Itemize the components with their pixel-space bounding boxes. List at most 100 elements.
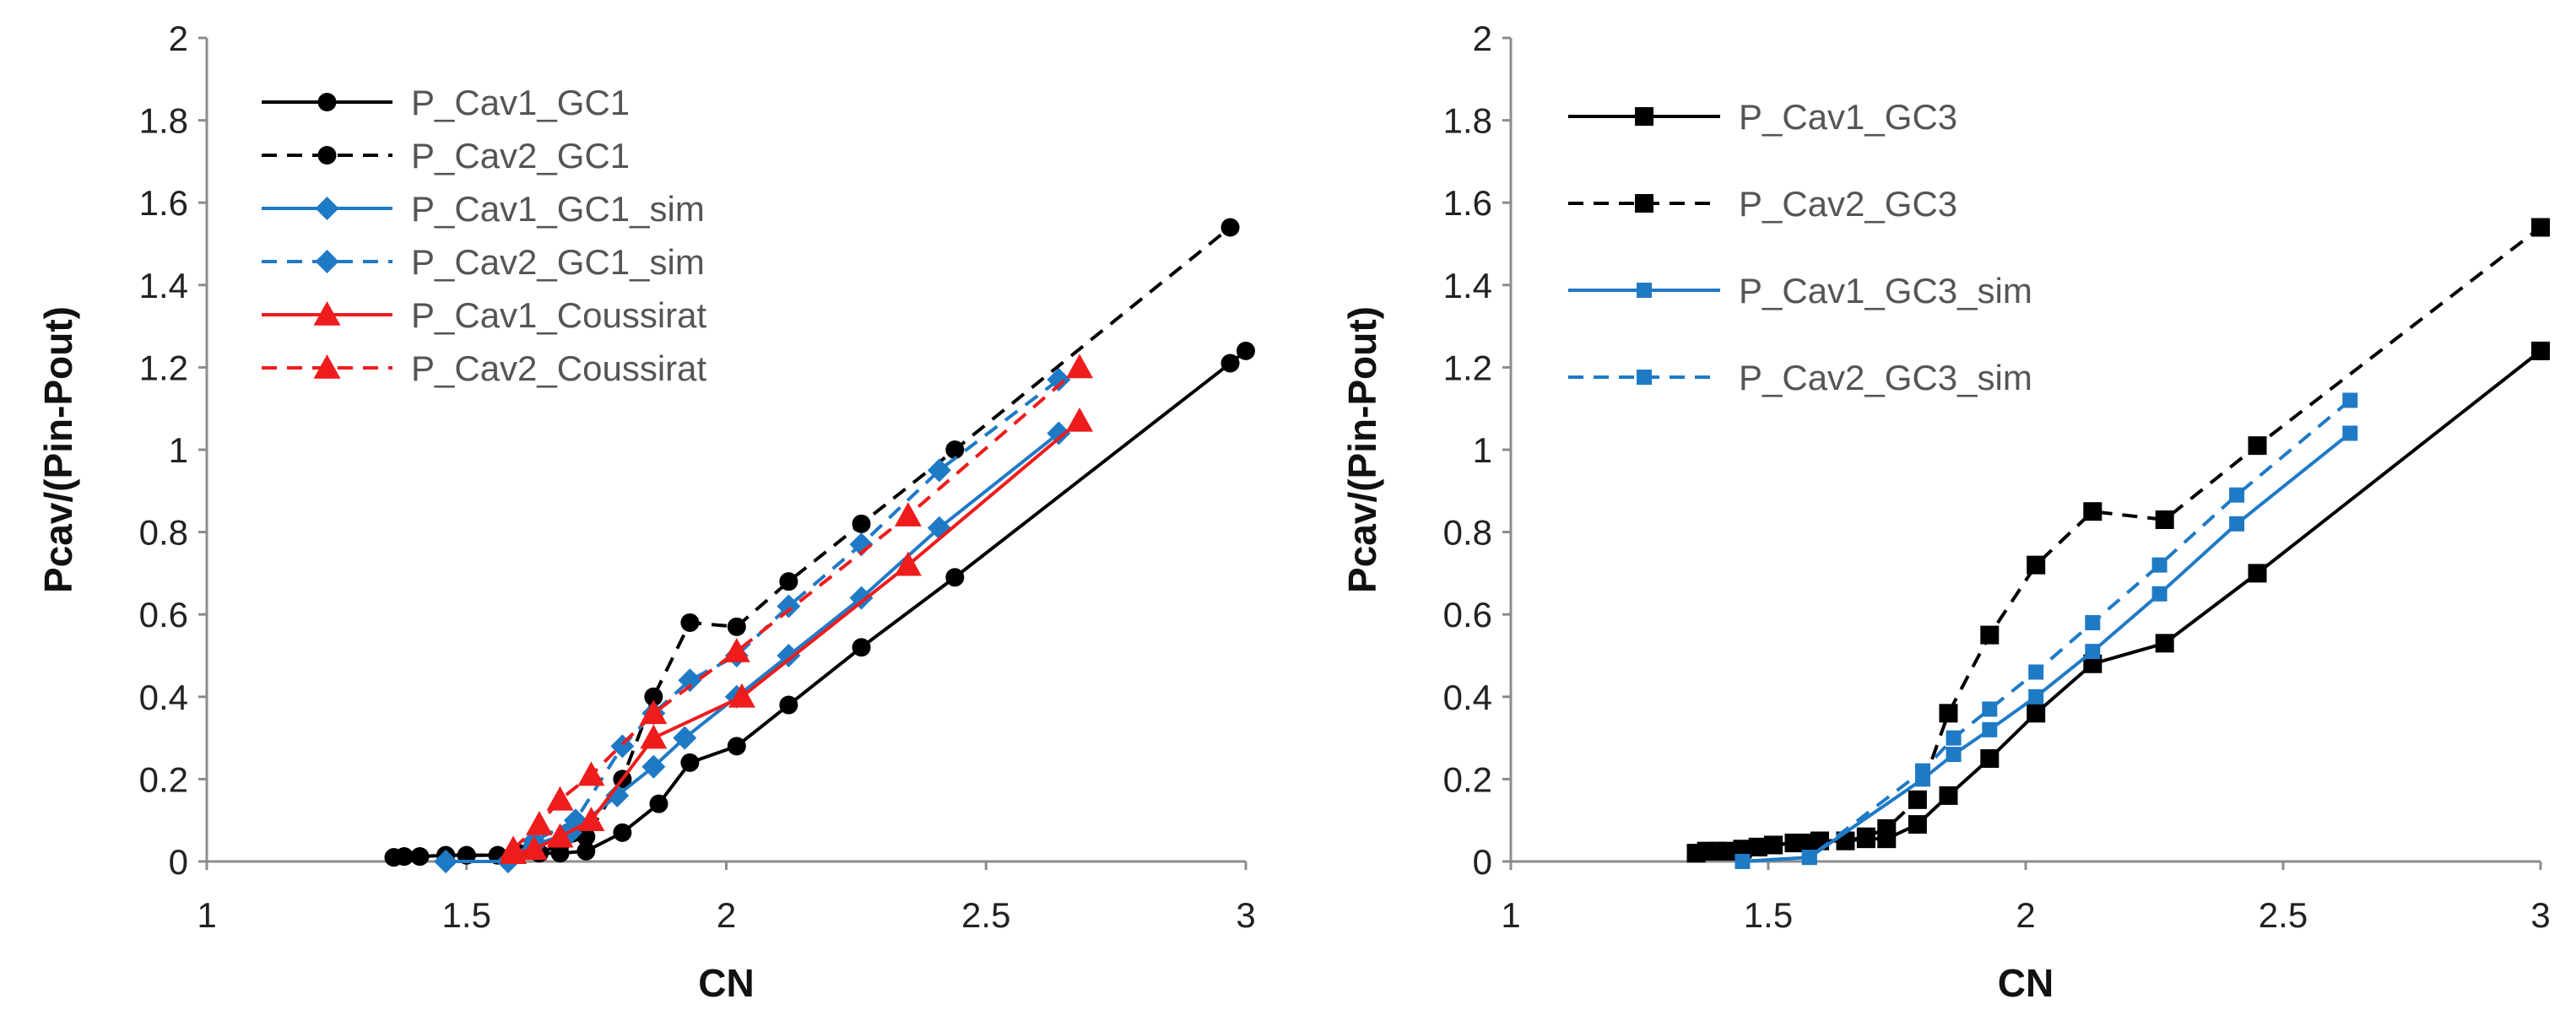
legend-label: P_Cav2_GC3_sim bbox=[1739, 358, 2032, 397]
y-tick-label: 1.2 bbox=[1443, 348, 1492, 387]
data-point bbox=[1877, 818, 1897, 838]
y-tick-label: 0.4 bbox=[1443, 678, 1492, 717]
data-point bbox=[2151, 557, 2167, 573]
x-tick-label: 1 bbox=[197, 895, 216, 935]
x-tick-label: 2 bbox=[717, 895, 736, 935]
data-point bbox=[2027, 555, 2046, 575]
data-point bbox=[1980, 749, 2000, 768]
legend-marker bbox=[313, 301, 341, 326]
y-tick-label: 2 bbox=[1473, 19, 1492, 58]
data-point bbox=[2342, 392, 2358, 408]
data-point bbox=[1982, 701, 1998, 717]
data-point bbox=[2531, 341, 2550, 360]
data-point bbox=[613, 823, 632, 842]
y-tick-label: 1.4 bbox=[1443, 266, 1492, 305]
series-line bbox=[1742, 431, 2351, 863]
data-point bbox=[577, 807, 605, 831]
y-tick-label: 1.2 bbox=[139, 348, 188, 387]
data-point bbox=[1939, 786, 1958, 805]
series-line bbox=[511, 365, 1081, 850]
data-point bbox=[434, 850, 458, 873]
y-tick-label: 0.8 bbox=[1443, 513, 1492, 553]
y-tick-label: 1.6 bbox=[1443, 183, 1492, 223]
data-point bbox=[673, 726, 697, 750]
y-tick-label: 0.4 bbox=[139, 678, 188, 717]
data-point bbox=[2229, 487, 2245, 503]
legend-marker bbox=[315, 250, 339, 273]
legend-marker bbox=[317, 146, 337, 165]
legend-marker bbox=[1637, 283, 1652, 298]
x-tick-label: 2 bbox=[2016, 895, 2035, 935]
x-tick-label: 1 bbox=[1501, 895, 1520, 935]
legend-item-p-cav2-coussirat: P_Cav2_Coussirat bbox=[262, 348, 707, 388]
data-point bbox=[1939, 704, 1958, 723]
data-point bbox=[1982, 721, 1998, 737]
data-point bbox=[727, 617, 746, 636]
legend-item-p-cav1-gc3-sim: P_Cav1_GC3_sim bbox=[1568, 271, 2032, 310]
data-point bbox=[1801, 850, 1817, 866]
x-axis-title: CN bbox=[698, 961, 754, 1005]
data-point bbox=[945, 440, 965, 459]
data-point bbox=[1764, 835, 1783, 855]
data-point bbox=[945, 568, 965, 587]
legend-label: P_Cav2_GC1_sim bbox=[411, 242, 705, 282]
legend-label: P_Cav1_Coussirat bbox=[411, 295, 707, 335]
legend-item-p-cav2-gc3-sim: P_Cav2_GC3_sim bbox=[1568, 358, 2032, 397]
data-point bbox=[640, 699, 668, 725]
data-point bbox=[546, 786, 574, 811]
data-point bbox=[849, 586, 874, 610]
data-point bbox=[1784, 834, 1804, 853]
x-tick-label: 2.5 bbox=[2259, 895, 2308, 935]
data-point bbox=[722, 638, 750, 662]
data-point bbox=[680, 753, 700, 772]
data-point bbox=[1237, 341, 1255, 360]
y-tick-label: 1.8 bbox=[139, 101, 188, 141]
x-tick-label: 1.5 bbox=[1744, 895, 1793, 935]
data-point bbox=[520, 835, 548, 861]
y-tick-label: 1.4 bbox=[139, 266, 188, 305]
data-point bbox=[727, 737, 746, 756]
series-line bbox=[1742, 398, 2351, 863]
data-point bbox=[2229, 516, 2245, 532]
data-point bbox=[2151, 586, 2167, 602]
data-point bbox=[728, 683, 755, 708]
data-point bbox=[1946, 730, 1962, 746]
legend-marker bbox=[317, 93, 337, 111]
legend-marker bbox=[315, 197, 339, 220]
data-point bbox=[1980, 625, 2000, 645]
series-p-cav2-gc3 bbox=[1686, 218, 2550, 863]
data-point bbox=[641, 754, 666, 779]
legend-item-p-cav1-coussirat: P_Cav1_Coussirat bbox=[262, 295, 707, 335]
left-chart-gc1: 0 0.2 0.4 0.6 0.8 1 1.2 1.4 1.6 1.8 2 1 1.5 2 2.5 3 CN Pc… bbox=[36, 19, 1256, 1005]
legend-item-p-cav1-gc3: P_Cav1_GC3 bbox=[1568, 97, 1957, 137]
data-point bbox=[779, 572, 798, 591]
legend-label: P_Cav1_GC3 bbox=[1739, 97, 1957, 137]
y-tick-label: 0 bbox=[169, 842, 188, 882]
data-point bbox=[1734, 854, 1751, 869]
legend-label: P_Cav2_Coussirat bbox=[411, 348, 707, 388]
y-tick-label: 0.6 bbox=[139, 595, 188, 634]
data-point bbox=[2248, 564, 2267, 583]
y-tick-label: 1.6 bbox=[139, 183, 188, 223]
data-point bbox=[2028, 688, 2044, 705]
y-tick-label: 0.2 bbox=[139, 759, 188, 799]
data-point bbox=[2028, 664, 2044, 680]
data-point bbox=[2155, 634, 2174, 653]
data-point bbox=[2085, 644, 2101, 660]
x-tick-label: 3 bbox=[2530, 895, 2550, 935]
data-point bbox=[2531, 218, 2550, 237]
data-point bbox=[500, 835, 528, 861]
x-axis-title: CN bbox=[1998, 961, 2054, 1005]
data-point bbox=[2342, 425, 2358, 441]
y-axis-title: Pcav/(Pin-Pout) bbox=[36, 306, 80, 593]
data-point bbox=[1856, 827, 1875, 846]
data-point bbox=[644, 687, 663, 706]
legend-item-p-cav1-gc1: P_Cav1_GC1 bbox=[262, 83, 630, 122]
y-tick-label: 0.2 bbox=[1443, 759, 1492, 799]
data-point bbox=[525, 811, 553, 835]
data-point bbox=[394, 847, 414, 867]
data-point bbox=[2155, 510, 2174, 529]
legend-marker bbox=[1635, 107, 1653, 126]
